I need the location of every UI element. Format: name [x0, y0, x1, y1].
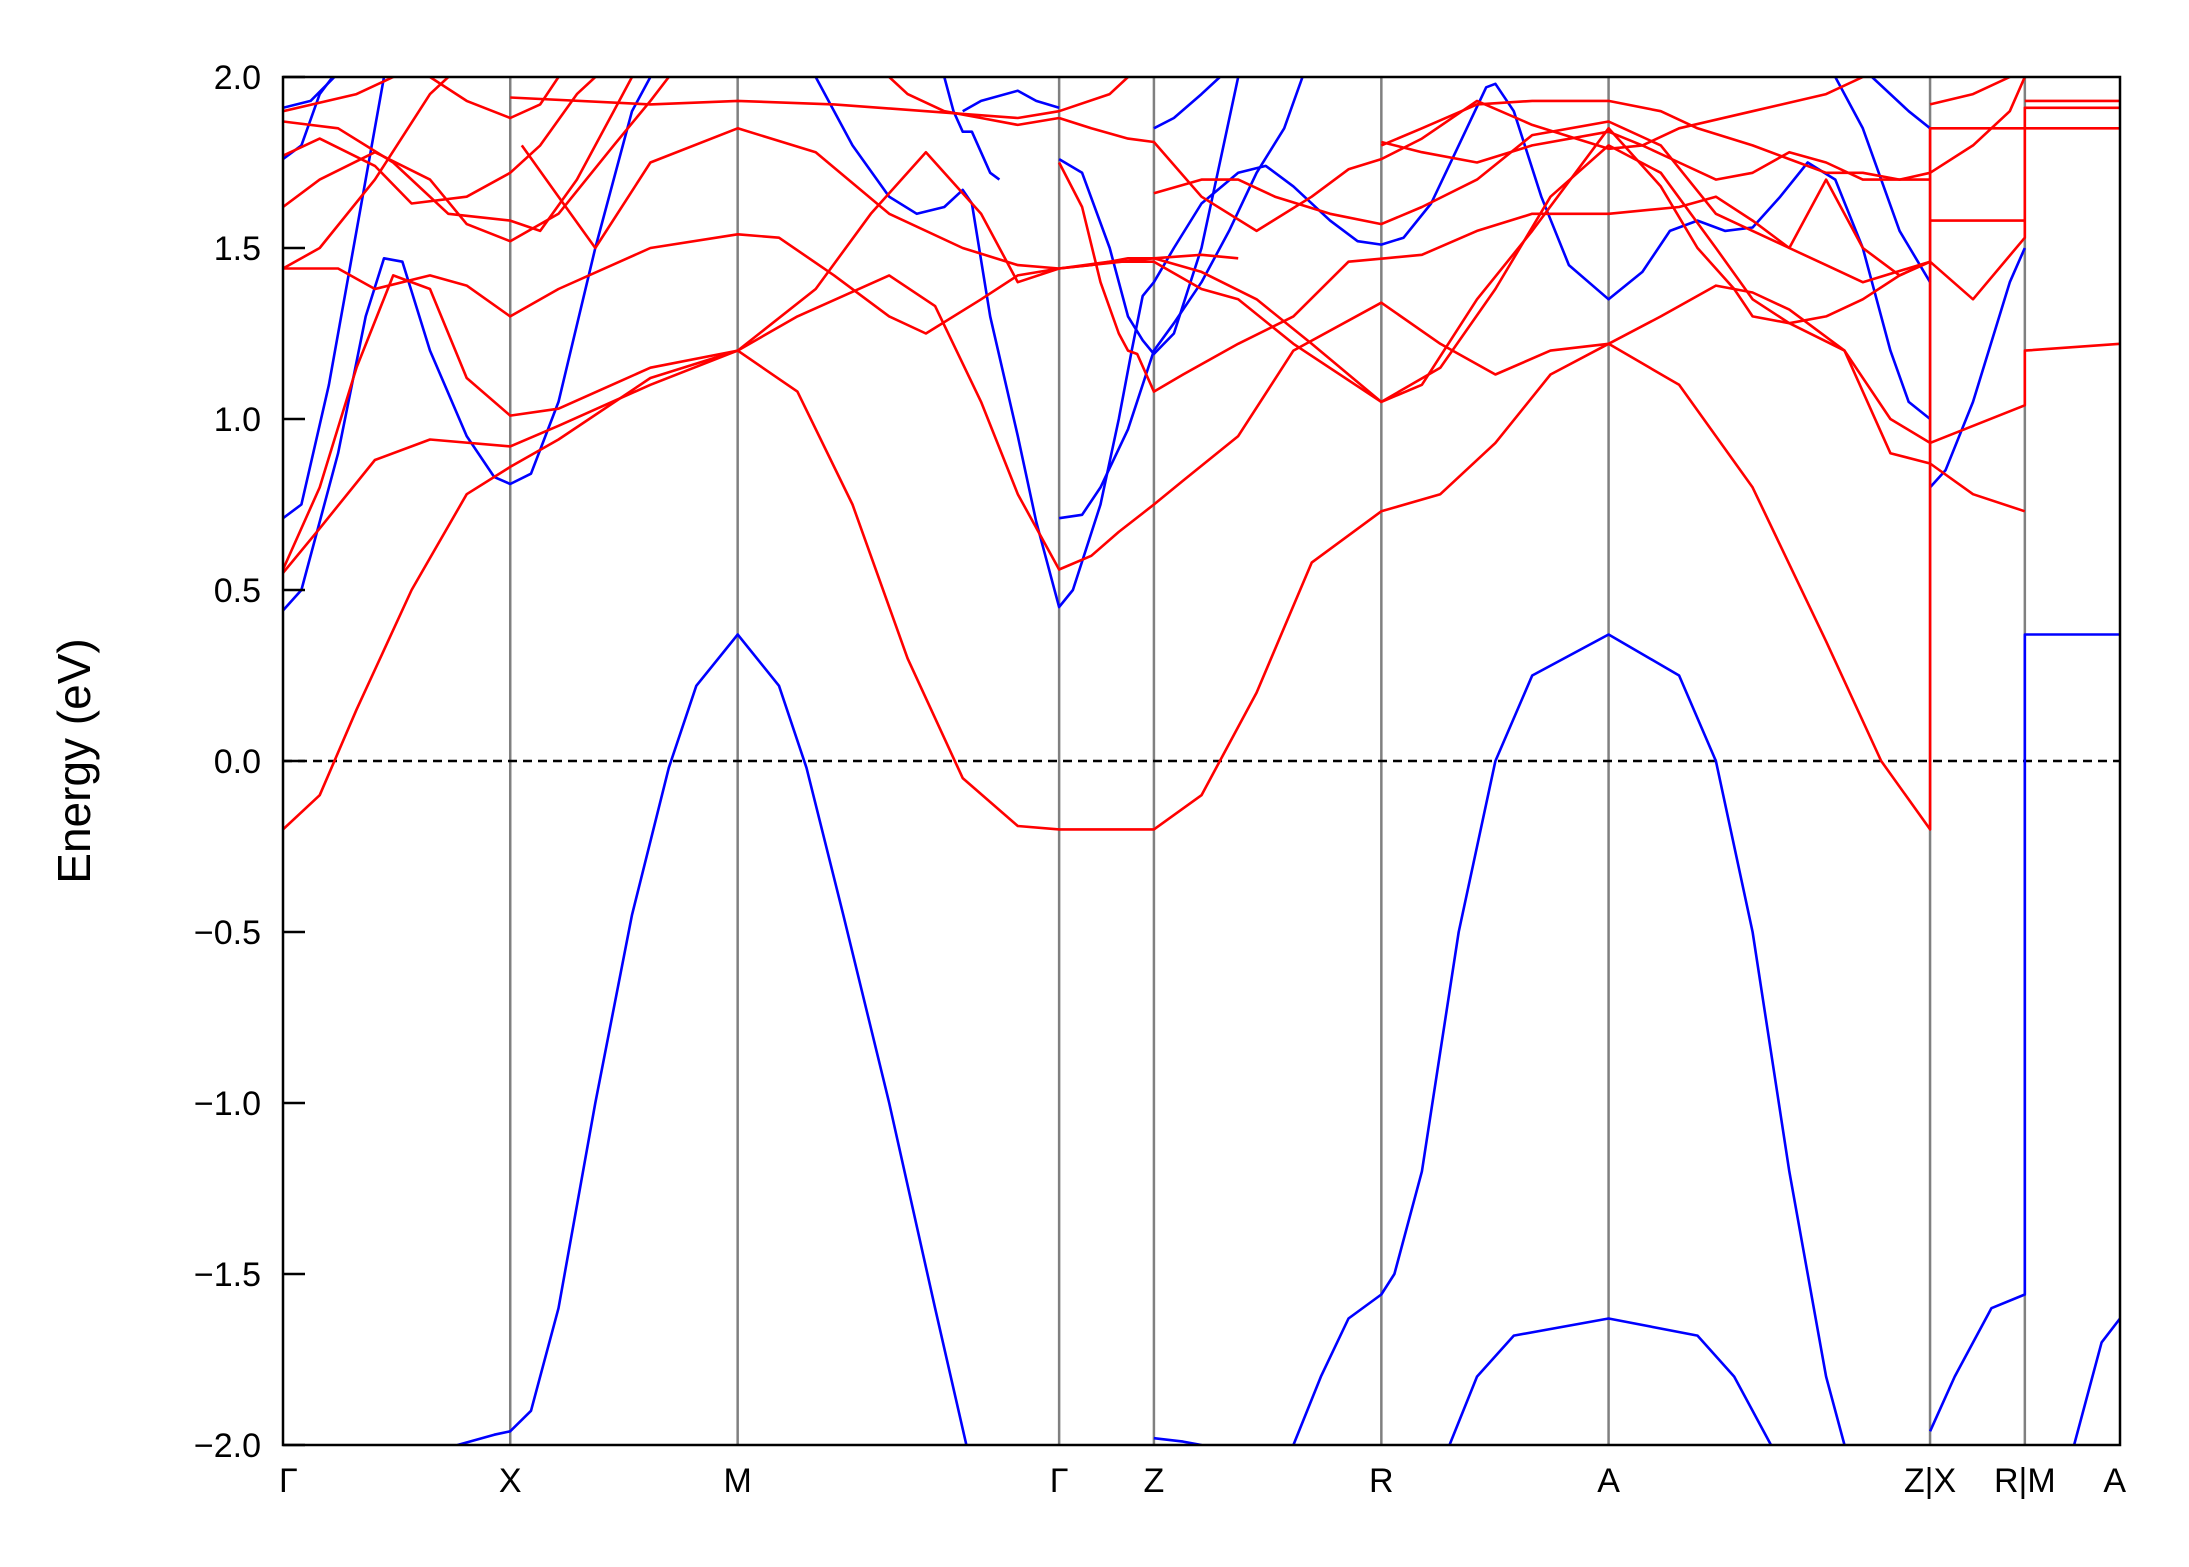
band-line-23 — [283, 77, 450, 270]
band-line-12 — [1153, 77, 1221, 130]
y-axis: 2.0 1.5 1.0 0.5 0.0 −0.5 −1.0 −1.5 −2.0 — [194, 59, 305, 1465]
band-line-20 — [283, 274, 2120, 574]
y-axis-title: Energy (eV) — [48, 638, 100, 883]
x-tick-label: X — [499, 1462, 522, 1500]
band-line-27 — [283, 77, 394, 113]
x-axis: Γ X M Γ Z R A Z|X R|M A — [279, 1462, 2126, 1500]
band-line-34 — [1380, 130, 1931, 181]
band-line-16 — [1928, 633, 2120, 1432]
band-line-30 — [520, 127, 1060, 270]
band-line-8 — [943, 77, 1001, 181]
y-tick-label: −1.0 — [194, 1085, 261, 1123]
band-line-6 — [1058, 77, 1304, 520]
y-tick-label: −0.5 — [194, 914, 261, 952]
band-line-28 — [429, 77, 560, 120]
band-line-31 — [1057, 161, 1931, 393]
band-line-25 — [283, 77, 597, 205]
band-line-40 — [1058, 253, 1239, 270]
y-tick-label: 0.0 — [214, 743, 261, 781]
band-line-2 — [283, 77, 386, 520]
band-line-11 — [962, 89, 1060, 113]
band-line-33 — [1153, 120, 1931, 277]
band-line-13 — [1292, 633, 1846, 1445]
band-line-0 — [457, 633, 968, 1445]
y-tick-label: 1.0 — [214, 401, 261, 439]
y-tick-label: −2.0 — [194, 1427, 261, 1465]
band-line-7 — [1058, 77, 1240, 356]
band-line-29 — [510, 77, 1129, 120]
band-line-21 — [283, 144, 2026, 571]
band-line-14 — [1448, 1317, 1773, 1445]
band-line-38 — [1929, 77, 2011, 106]
x-tick-label: Γ — [1050, 1462, 1069, 1500]
band-line-9 — [1871, 77, 1931, 130]
x-tick-label: R — [1369, 1462, 1394, 1500]
x-tick-label: Z|X — [1904, 1462, 1956, 1500]
x-tick-label: A — [2103, 1462, 2126, 1500]
band-line-17 — [2072, 1317, 2120, 1445]
band-line-24 — [283, 77, 670, 243]
band-line-19 — [283, 127, 2120, 831]
x-tick-label: A — [1597, 1462, 1620, 1500]
band-line-37 — [1929, 77, 2026, 174]
x-tick-label: R|M — [1994, 1462, 2056, 1500]
band-line-5 — [814, 77, 1931, 609]
band-line-18 — [1929, 247, 2026, 489]
y-tick-label: −1.5 — [194, 1256, 261, 1294]
band-line-41 — [888, 77, 1060, 127]
y-tick-label: 1.5 — [214, 230, 261, 268]
band-line-35 — [1380, 99, 1931, 181]
y-tick-label: 2.0 — [214, 59, 261, 97]
band-line-1 — [283, 77, 652, 612]
band-line-26 — [283, 77, 634, 233]
band-line-4 — [283, 77, 336, 110]
x-tick-label: Γ — [279, 1462, 298, 1500]
x-tick-label: M — [723, 1462, 751, 1500]
x-tick-label: Z — [1144, 1462, 1165, 1500]
y-tick-label: 0.5 — [214, 572, 261, 610]
band-series — [283, 77, 2120, 1445]
